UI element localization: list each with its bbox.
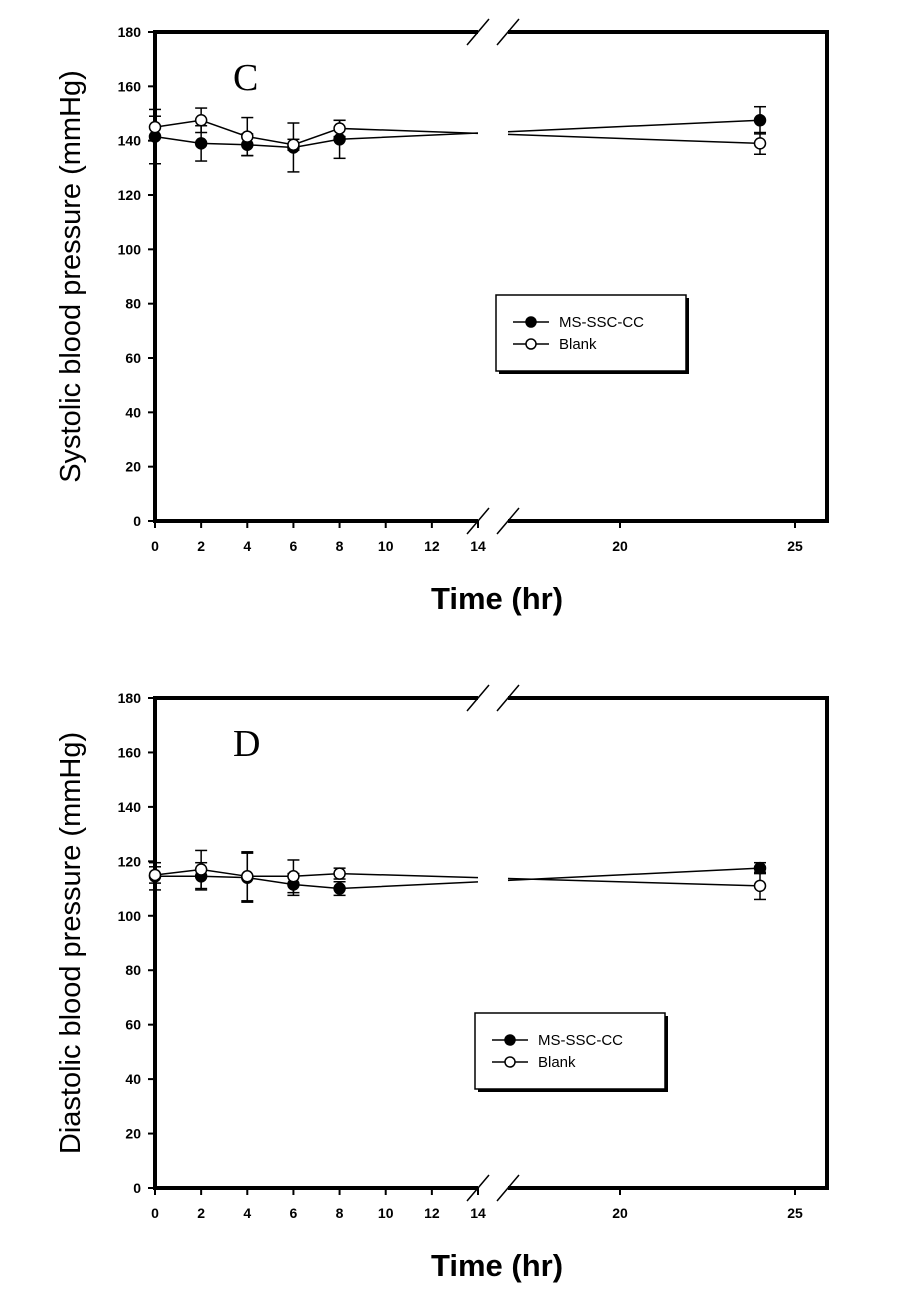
series-line-right xyxy=(507,119,761,133)
data-point xyxy=(148,120,162,134)
x-tick-label: 12 xyxy=(424,538,440,554)
data-point xyxy=(753,137,767,150)
x-tick-label: 20 xyxy=(612,538,628,554)
x-tick-label: 6 xyxy=(290,538,298,554)
panel-label: C xyxy=(233,57,258,99)
legend-box xyxy=(474,1012,666,1090)
series-line-right xyxy=(507,133,761,145)
x-tick-label: 8 xyxy=(336,1205,344,1221)
y-tick-label: 0 xyxy=(133,1180,141,1196)
data-point xyxy=(753,879,767,893)
y-axis-title: Diastolic blood pressure (mmHg) xyxy=(55,732,87,1154)
y-tick-label: 180 xyxy=(118,690,142,706)
y-tick-label: 120 xyxy=(118,187,142,203)
y-tick-label: 100 xyxy=(118,908,142,924)
data-point xyxy=(287,870,300,883)
legend-label: MS-SSC-CC xyxy=(538,1032,623,1049)
legend-marker xyxy=(504,1034,516,1046)
series-blank xyxy=(148,107,767,157)
legend: MS-SSC-CC Blank xyxy=(495,294,689,374)
x-tick-label: 10 xyxy=(378,1205,394,1221)
systolic-chart: 0 20 40 60 80 100 120 140 160 180 0 2 4 6 8 10 12 14 20 25 T… xyxy=(55,18,829,616)
axis-break-mark xyxy=(496,507,520,535)
axis-break-mark xyxy=(496,1174,520,1202)
x-tick-label: 0 xyxy=(151,538,159,554)
series-blank xyxy=(148,849,767,902)
series-line-right xyxy=(507,877,761,887)
data-point xyxy=(148,868,162,882)
series-line-left xyxy=(154,119,479,146)
legend-marker xyxy=(504,1056,516,1068)
data-point xyxy=(333,867,346,880)
y-tick-label: 100 xyxy=(118,241,142,257)
x-tick-label: 2 xyxy=(197,1205,205,1221)
x-tick-label: 14 xyxy=(470,1205,486,1221)
x-tick-label: 25 xyxy=(787,1205,803,1221)
y-tick-label: 140 xyxy=(118,133,142,149)
x-tick-label: 25 xyxy=(787,538,803,554)
series-line-left xyxy=(155,875,479,890)
y-tick-label: 20 xyxy=(125,1126,141,1142)
legend-marker xyxy=(525,316,537,328)
x-tick-label: 4 xyxy=(243,1205,251,1221)
y-tick-label: 80 xyxy=(125,962,141,978)
legend-label: MS-SSC-CC xyxy=(559,314,644,331)
y-tick-label: 160 xyxy=(118,744,142,760)
data-point xyxy=(287,138,300,151)
y-tick-label: 120 xyxy=(118,853,142,869)
legend-marker xyxy=(525,338,537,350)
legend-box xyxy=(495,294,687,372)
axis-break-mark xyxy=(466,684,490,712)
y-tick-label: 20 xyxy=(125,459,141,475)
y-tick-label: 40 xyxy=(125,404,141,420)
diastolic-chart: 0 20 40 60 80 100 120 140 160 180 0 2 4 6 8 10 12 14 20 25 T… xyxy=(55,684,829,1283)
x-tick-label: 10 xyxy=(378,538,394,554)
legend-label: Blank xyxy=(559,336,597,353)
y-tick-label: 160 xyxy=(118,78,142,94)
legend: MS-SSC-CC Blank xyxy=(474,1012,668,1092)
axis-break-mark xyxy=(496,18,520,46)
series-ms-ssc-cc xyxy=(148,105,767,173)
x-tick-label: 20 xyxy=(612,1205,628,1221)
data-point xyxy=(194,137,208,150)
y-tick-label: 60 xyxy=(125,1017,141,1033)
data-point xyxy=(333,122,346,135)
panel-label: D xyxy=(233,723,260,765)
y-axis-title: Systolic blood pressure (mmHg) xyxy=(55,70,87,483)
y-tick-label: 180 xyxy=(118,24,142,40)
axis-break-mark xyxy=(496,684,520,712)
series-line-right xyxy=(507,867,761,882)
data-point xyxy=(194,114,208,127)
x-tick-label: 6 xyxy=(290,1205,298,1221)
data-point xyxy=(753,114,767,127)
x-axis-title: Time (hr) xyxy=(431,581,563,616)
x-tick-label: 0 xyxy=(151,1205,159,1221)
y-tick-label: 60 xyxy=(125,350,141,366)
x-tick-label: 2 xyxy=(197,538,205,554)
x-tick-label: 12 xyxy=(424,1205,440,1221)
data-point xyxy=(241,870,254,883)
y-tick-label: 80 xyxy=(125,296,141,312)
series-line-left xyxy=(154,132,479,149)
legend-label: Blank xyxy=(538,1054,576,1071)
y-tick-label: 140 xyxy=(118,799,142,815)
y-tick-label: 0 xyxy=(133,513,141,529)
data-point xyxy=(241,130,254,143)
series-line-left xyxy=(154,868,479,879)
x-tick-label: 14 xyxy=(470,538,486,554)
x-tick-label: 8 xyxy=(336,538,344,554)
data-point xyxy=(194,863,208,876)
axis-break-mark xyxy=(466,18,490,46)
y-tick-label: 40 xyxy=(125,1071,141,1087)
x-tick-label: 4 xyxy=(243,538,251,554)
x-axis-title: Time (hr) xyxy=(431,1248,563,1283)
data-point xyxy=(333,882,346,895)
